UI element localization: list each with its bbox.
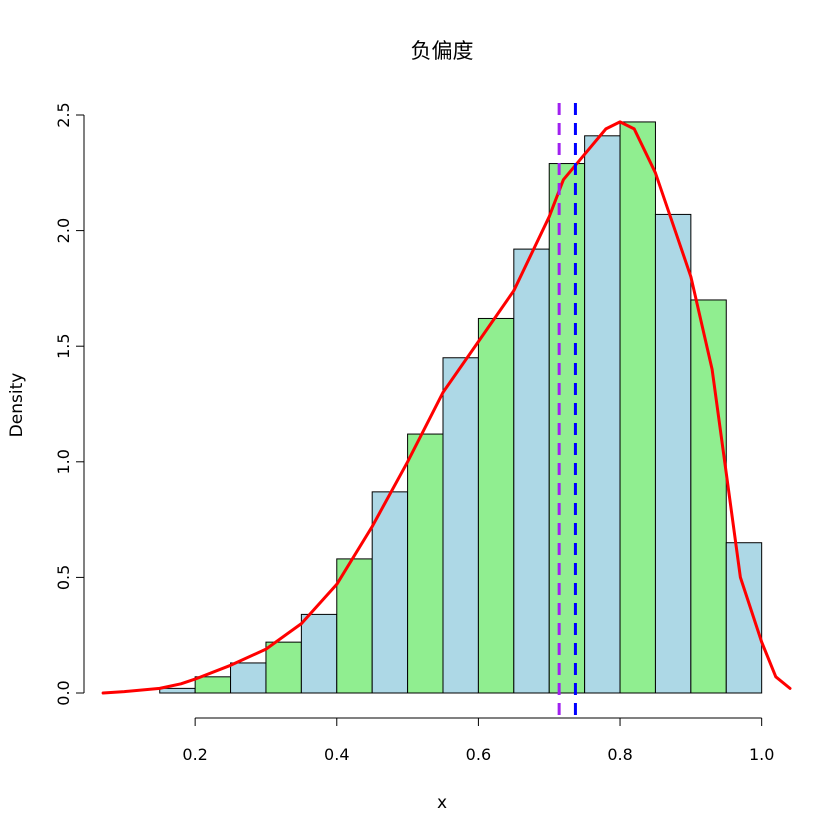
x-tick-label-0: 0.2 — [182, 745, 207, 764]
y-axis-label: Density — [7, 373, 27, 438]
histogram-bar-4 — [300, 613, 338, 694]
x-tick-label-4: 1.0 — [749, 745, 774, 764]
histogram-bar-12 — [584, 135, 621, 694]
reference-lines — [557, 103, 577, 718]
y-tick-label-4: 2.0 — [54, 218, 73, 243]
y-tick-label-1: 0.5 — [54, 565, 73, 590]
density-curve — [101, 120, 792, 695]
histogram-bar-1 — [194, 676, 232, 694]
y-tick-label-5: 2.5 — [54, 102, 73, 127]
histogram-bar-5 — [336, 558, 373, 694]
density-curve-layer — [101, 120, 792, 695]
histogram-bar-15 — [690, 299, 727, 694]
histogram-bar-16 — [725, 542, 763, 694]
histogram-bar-0 — [159, 687, 196, 694]
x-axis-label: x — [437, 793, 447, 813]
chart-title: 负偏度 — [411, 39, 474, 63]
x-axis: 0.2 0.4 0.6 0.8 1.0 — [182, 717, 774, 764]
x-tick-label-3: 0.8 — [607, 745, 632, 764]
histogram-bar-3 — [265, 641, 302, 694]
histogram-bar-6 — [371, 491, 409, 694]
y-tick-label-2: 1.0 — [54, 449, 73, 474]
histogram-bar-2 — [230, 662, 267, 694]
histogram-bar-11 — [548, 163, 586, 694]
y-axis: 0.0 0.5 1.0 1.5 2.0 2.5 — [54, 102, 85, 706]
histogram-bar-10 — [513, 248, 550, 694]
y-tick-label-3: 1.5 — [54, 333, 73, 358]
histogram-bar-7 — [407, 433, 444, 694]
histogram-bar-13 — [619, 121, 656, 694]
histogram-bar-14 — [654, 213, 692, 694]
histogram-bar-9 — [477, 317, 515, 694]
histogram-bar-8 — [442, 357, 479, 694]
x-tick-label-2: 0.6 — [466, 745, 491, 764]
histogram-bars — [159, 121, 763, 694]
y-tick-label-0: 0.0 — [54, 680, 73, 705]
x-tick-label-1: 0.4 — [324, 745, 349, 764]
